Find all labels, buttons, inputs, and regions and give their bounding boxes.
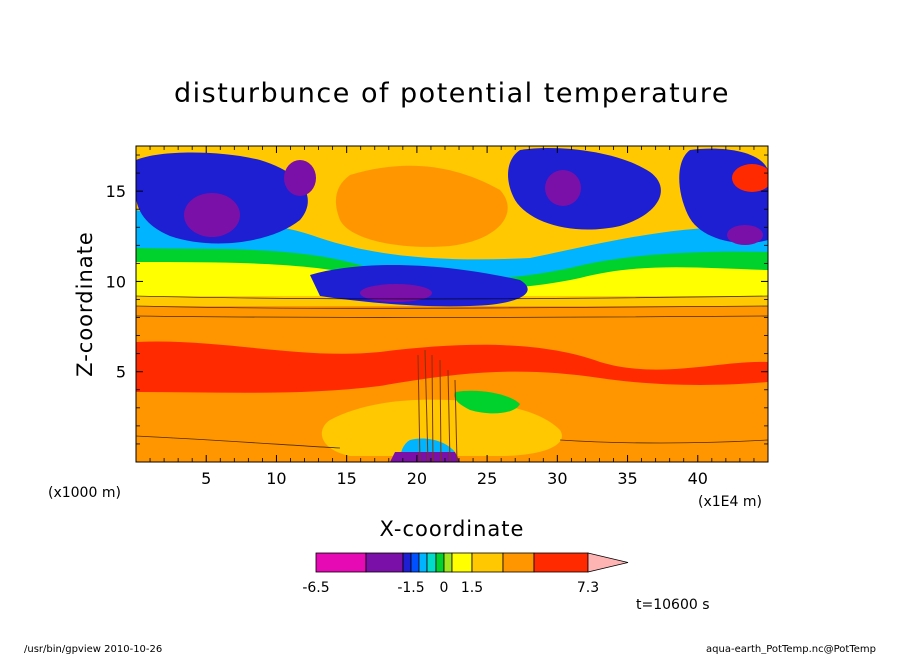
colorbar-tick-label: 7.3 — [577, 580, 599, 596]
contour-core-purple-2 — [284, 160, 316, 196]
contour-core-purple-3 — [545, 170, 581, 206]
chart-title: disturbunce of potential temperature — [174, 78, 730, 109]
contour-band-cyan — [136, 210, 768, 280]
x-tick-label: 40 — [688, 469, 708, 488]
colorbar-segment — [443, 552, 453, 573]
x-tick-label: 25 — [477, 469, 497, 488]
contour-region-green-lower — [454, 390, 520, 414]
contour-blob-blue-right — [508, 148, 661, 230]
colorbar-segment — [418, 552, 428, 573]
x-tick-label: 5 — [201, 469, 211, 488]
y-tick-label: 10 — [106, 272, 126, 291]
x-unit-left: (x1000 m) — [48, 485, 121, 501]
y-tick-label: 15 — [106, 182, 126, 201]
colorbar-extension-high — [587, 552, 629, 573]
contour-lines-column — [417, 349, 458, 462]
contour-core-purple-4 — [727, 225, 763, 245]
contour-core-purple-1 — [184, 193, 240, 237]
y-axis-label: Z-coordinate — [73, 231, 97, 377]
colorbar-tick-label: -6.5 — [302, 580, 329, 596]
colorbar — [315, 552, 629, 573]
colorbar-segment — [402, 552, 412, 573]
colorbar-segment — [365, 552, 404, 573]
colorbar-segment — [533, 552, 589, 573]
footer-left: /usr/bin/gpview 2010-10-26 — [24, 644, 162, 654]
colorbar-segment — [435, 552, 445, 573]
contour-field — [136, 146, 768, 462]
y-tick-label: 5 — [116, 363, 126, 382]
colorbar-tick-label: 1.5 — [461, 580, 483, 596]
x-unit-right: (x1E4 m) — [698, 494, 762, 510]
contour-core-orange-upper — [335, 165, 508, 247]
colorbar-tick-label: 0 — [440, 580, 449, 596]
colorbar-segment — [426, 552, 437, 573]
contour-region-yellow-lower — [321, 399, 562, 456]
x-tick-label: 35 — [617, 469, 637, 488]
time-annotation: t=10600 s — [636, 597, 710, 613]
colorbar-segment — [451, 552, 473, 573]
contour-band-red-mid — [136, 341, 768, 393]
colorbar-tick-labels: -6.5 -1.5 0 1.5 7.3 — [302, 580, 599, 596]
contour-core-red-upper-right — [732, 164, 768, 192]
x-tick-label: 10 — [266, 469, 286, 488]
footer-right: aqua-earth_PotTemp.nc@PotTemp — [706, 644, 876, 654]
contour-core-purple-mid — [360, 284, 432, 302]
colorbar-tick-label: -1.5 — [397, 580, 424, 596]
x-tick-label: 20 — [407, 469, 427, 488]
x-axis-label: X-coordinate — [380, 517, 525, 541]
plot-frame — [135, 145, 769, 463]
contour-region-purple-bottom — [390, 452, 460, 462]
x-tick-label: 30 — [547, 469, 567, 488]
y-axis-ticks: 5 10 15 — [106, 154, 768, 445]
contour-lines — [136, 295, 768, 449]
x-tick-label: 15 — [336, 469, 356, 488]
colorbar-segment — [502, 552, 535, 573]
x-axis-ticks: 5 10 15 20 25 30 35 40 — [149, 146, 755, 488]
plot-area — [135, 145, 769, 463]
colorbar-segment — [410, 552, 420, 573]
colorbar-segment — [315, 552, 367, 573]
colorbar-segment — [471, 552, 504, 573]
